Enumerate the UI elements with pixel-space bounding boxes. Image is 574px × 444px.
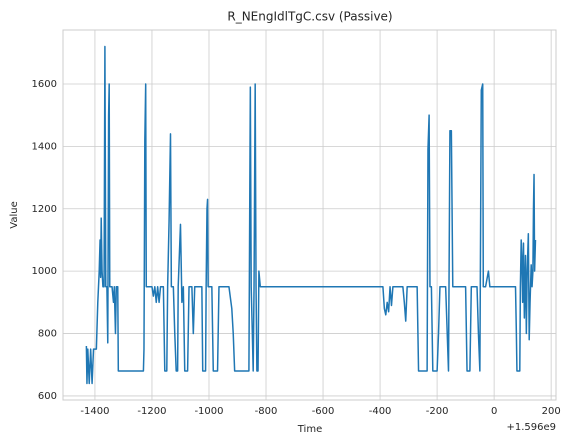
y-tick-label: 1200 [32,204,57,215]
y-axis-label: Value [9,201,20,228]
y-tick-label: 1400 [32,141,57,152]
y-tick-label: 800 [38,329,57,340]
x-tick-label: 200 [542,406,561,417]
y-tick-label: 600 [38,391,57,402]
data-line [85,45,537,385]
x-tick-label: -600 [312,406,335,417]
y-tick-label: 1600 [32,79,57,90]
x-tick-label: -200 [426,406,449,417]
x-offset-label: +1.596e9 [506,422,556,433]
y-tick-label: 1000 [32,266,57,277]
x-tick-label: -400 [369,406,392,417]
x-axis-label: Time [297,424,322,435]
x-tick-label: -1200 [137,406,166,417]
x-tick-label: -800 [255,406,278,417]
x-tick-label: 0 [491,406,497,417]
x-tick-label: -1400 [80,406,109,417]
plot-frame [62,29,557,401]
x-tick-label: -1000 [194,406,223,417]
chart-title: R_NEngIdlTgC.csv (Passive) [227,10,392,24]
